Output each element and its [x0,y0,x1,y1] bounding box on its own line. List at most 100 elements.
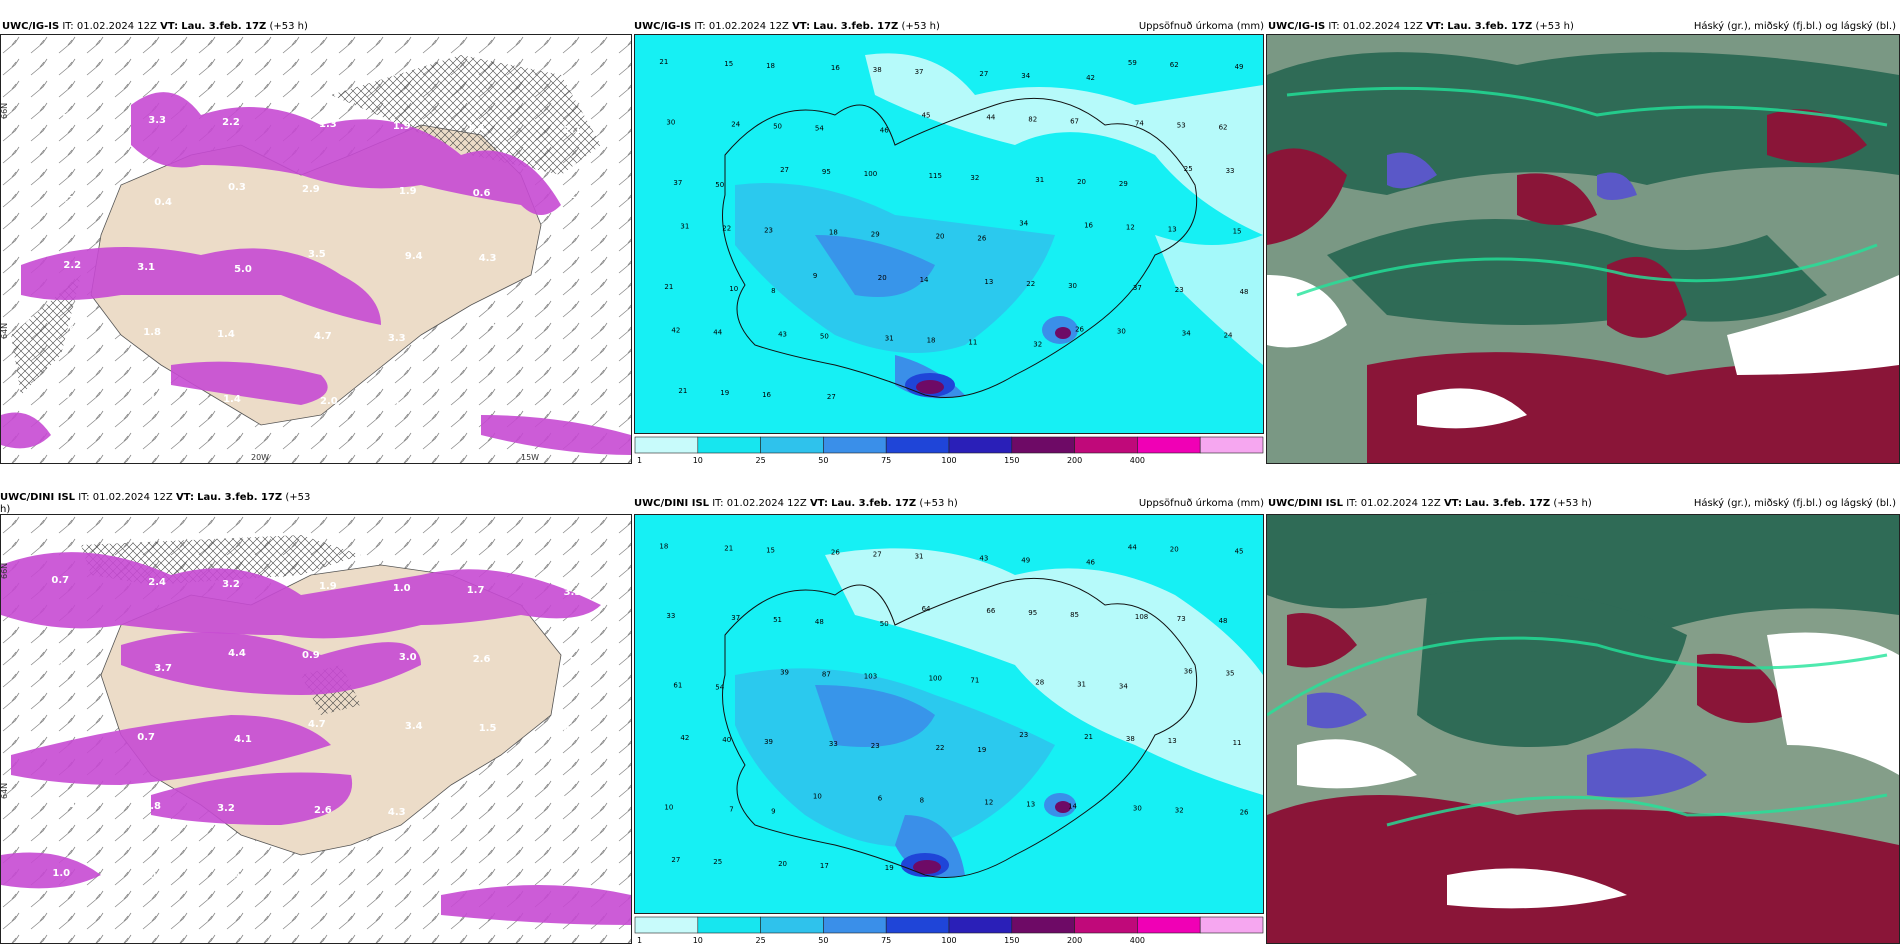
map-value-label: 20 [1170,545,1179,553]
map-value-label: 26 [1240,808,1249,816]
map-value-label: 103 [864,672,877,680]
map-value-label: 15 [1233,228,1242,236]
map-value-label: 0.8 [143,801,161,812]
map-value-label: 33 [829,740,838,748]
colorbar-tick-label: 50 [818,456,828,465]
map-value-label: 71 [970,676,979,684]
map-value-label: 27 [827,393,836,401]
map-value-label: 0.9 [302,650,320,661]
colorbar-swatch [1137,436,1201,454]
map-value-label: 40 [722,736,731,744]
map-value-label: 51 [773,616,782,624]
map-value-label: 20 [936,233,945,241]
lat-label-64: 64N [1,783,9,799]
colorbar-swatch [1074,916,1138,934]
map-value-label: 34 [1119,682,1128,690]
map-value-label: 8 [920,796,924,804]
precip-map-frame: 21 15 18 16 38 37 27 34 42 59 62 49 30 24 50 54 46 45 44 82… [634,34,1264,434]
map-value-label: 44 [713,329,722,337]
map-value-label: 13 [1026,800,1035,808]
map-value-label: 33 [1226,167,1235,175]
map-value-label: 2.3 [223,872,241,883]
colorbar-tick-label: 75 [881,456,891,465]
map-value-label: 27 [671,856,680,864]
map-value-label: 32 [1033,341,1042,349]
colorbar-swatch [948,436,1013,454]
map-value-label: 1.0 [553,255,571,266]
map-value-label: 34 [1019,220,1028,228]
map-value-label: 108 [1135,613,1148,621]
colorbar-swatch [823,916,887,934]
map-value-label: 22 [936,744,945,752]
map-value-label: 3.2 [217,803,235,814]
vt-label: VT: [175,492,194,503]
map-value-label: 1.9 [393,121,411,132]
cloud-map-frame [1266,34,1900,464]
map-value-label: 11 [968,339,977,347]
map-value-label: 30 [1117,328,1126,336]
colorbar: 1 10 25 50 75 100 150 200 400 [634,436,1264,466]
colorbar-tick-label: 1 [637,936,642,945]
map-value-label: 2.4 [148,577,166,588]
vt-label: VT: [160,21,179,32]
map-value-label: 4.1 [234,734,252,745]
map-value-label: 1.7 [467,585,485,596]
map-value-label: 0.7 [51,575,69,586]
map-value-label: 36 [1184,667,1193,675]
map-value-label: 18 [659,542,668,550]
it-label: IT: [1328,21,1340,32]
lon-label-20w: 20W [251,453,269,462]
lead-time: (+53 h) [901,21,940,32]
panel-title: Uppsöfnuð úrkoma (mm) [1138,498,1264,509]
map-value-label: 19 [885,864,894,872]
map-value-label: 74 [1135,119,1144,127]
map-value-label: 27 [979,70,988,78]
map-value-label: 9.4 [405,251,423,262]
snow-map-frame: 2.5 3.3 2.2 1.3 1.9 1.4 2.1 1.7 0.4 0.3 2.9 1.9 0.6 2… [0,34,632,464]
map-value-label: 37 [731,614,740,622]
map-value-label: 13 [1168,737,1177,745]
map-value-label: 8 [771,287,775,295]
vt-label: VT: [792,21,811,32]
map-value-label: 0.7 [137,732,155,743]
map-value-label: 19 [977,746,986,754]
map-value-label: 3.3 [148,115,166,126]
init-time: 01.02.2024 12Z [1342,21,1423,32]
lead-time: (+53 h) [919,498,958,509]
cloud-map [1267,35,1899,463]
vt-label: VT: [1443,498,1462,509]
map-value-label: 45 [922,111,931,119]
lead-time-wrap: h) [0,504,11,515]
panel-bottom-left: UWC/DINI ISL IT: 01.02.2024 12Z VT: Lau.… [0,480,632,950]
map-value-label: 23 [1019,731,1028,739]
snow-map-frame: 0.7 2.4 3.2 1.9 1.0 1.7 3.5 3.1 3.7 4.4 0.9 3.0 2.6 5… [0,514,632,944]
colorbar-swatch [697,916,761,934]
init-time: 01.02.2024 12Z [76,21,157,32]
panel-title: Háský (gr.), miðský (fj.bl.) og lágský (… [1693,498,1896,509]
map-value-label: 2.6 [314,805,332,816]
map-value-label: 18 [927,337,936,345]
lead-time: (+53 h) [269,21,308,32]
map-value-label: 4.3 [388,807,406,818]
map-value-label: 6 [878,794,883,802]
colorbar-swatch [760,916,824,934]
map-value-label: 31 [915,552,924,560]
map-value-label: 4.7 [308,719,326,730]
colorbar-tick-label: 400 [1130,936,1145,945]
map-value-label: 31 [1077,680,1086,688]
map-value-label: 59 [1128,59,1137,67]
valid-time: Lau. 3.feb. 17Z [831,498,917,509]
it-label: IT: [62,21,74,32]
valid-time: Lau. 3.feb. 17Z [181,21,267,32]
it-label: IT: [712,498,724,509]
map-value-label: 34 [1021,72,1030,80]
map-value-label: 32 [1175,806,1184,814]
colorbar-tick-label: 100 [941,456,956,465]
map-value-label: 82 [1028,115,1037,123]
map-value-label: 25 [713,858,722,866]
colorbar-tick-label: 100 [941,936,956,945]
map-value-label: 42 [1086,74,1095,82]
map-value-label: 2.1 [485,318,503,329]
colorbar-tick-label: 1 [637,456,642,465]
